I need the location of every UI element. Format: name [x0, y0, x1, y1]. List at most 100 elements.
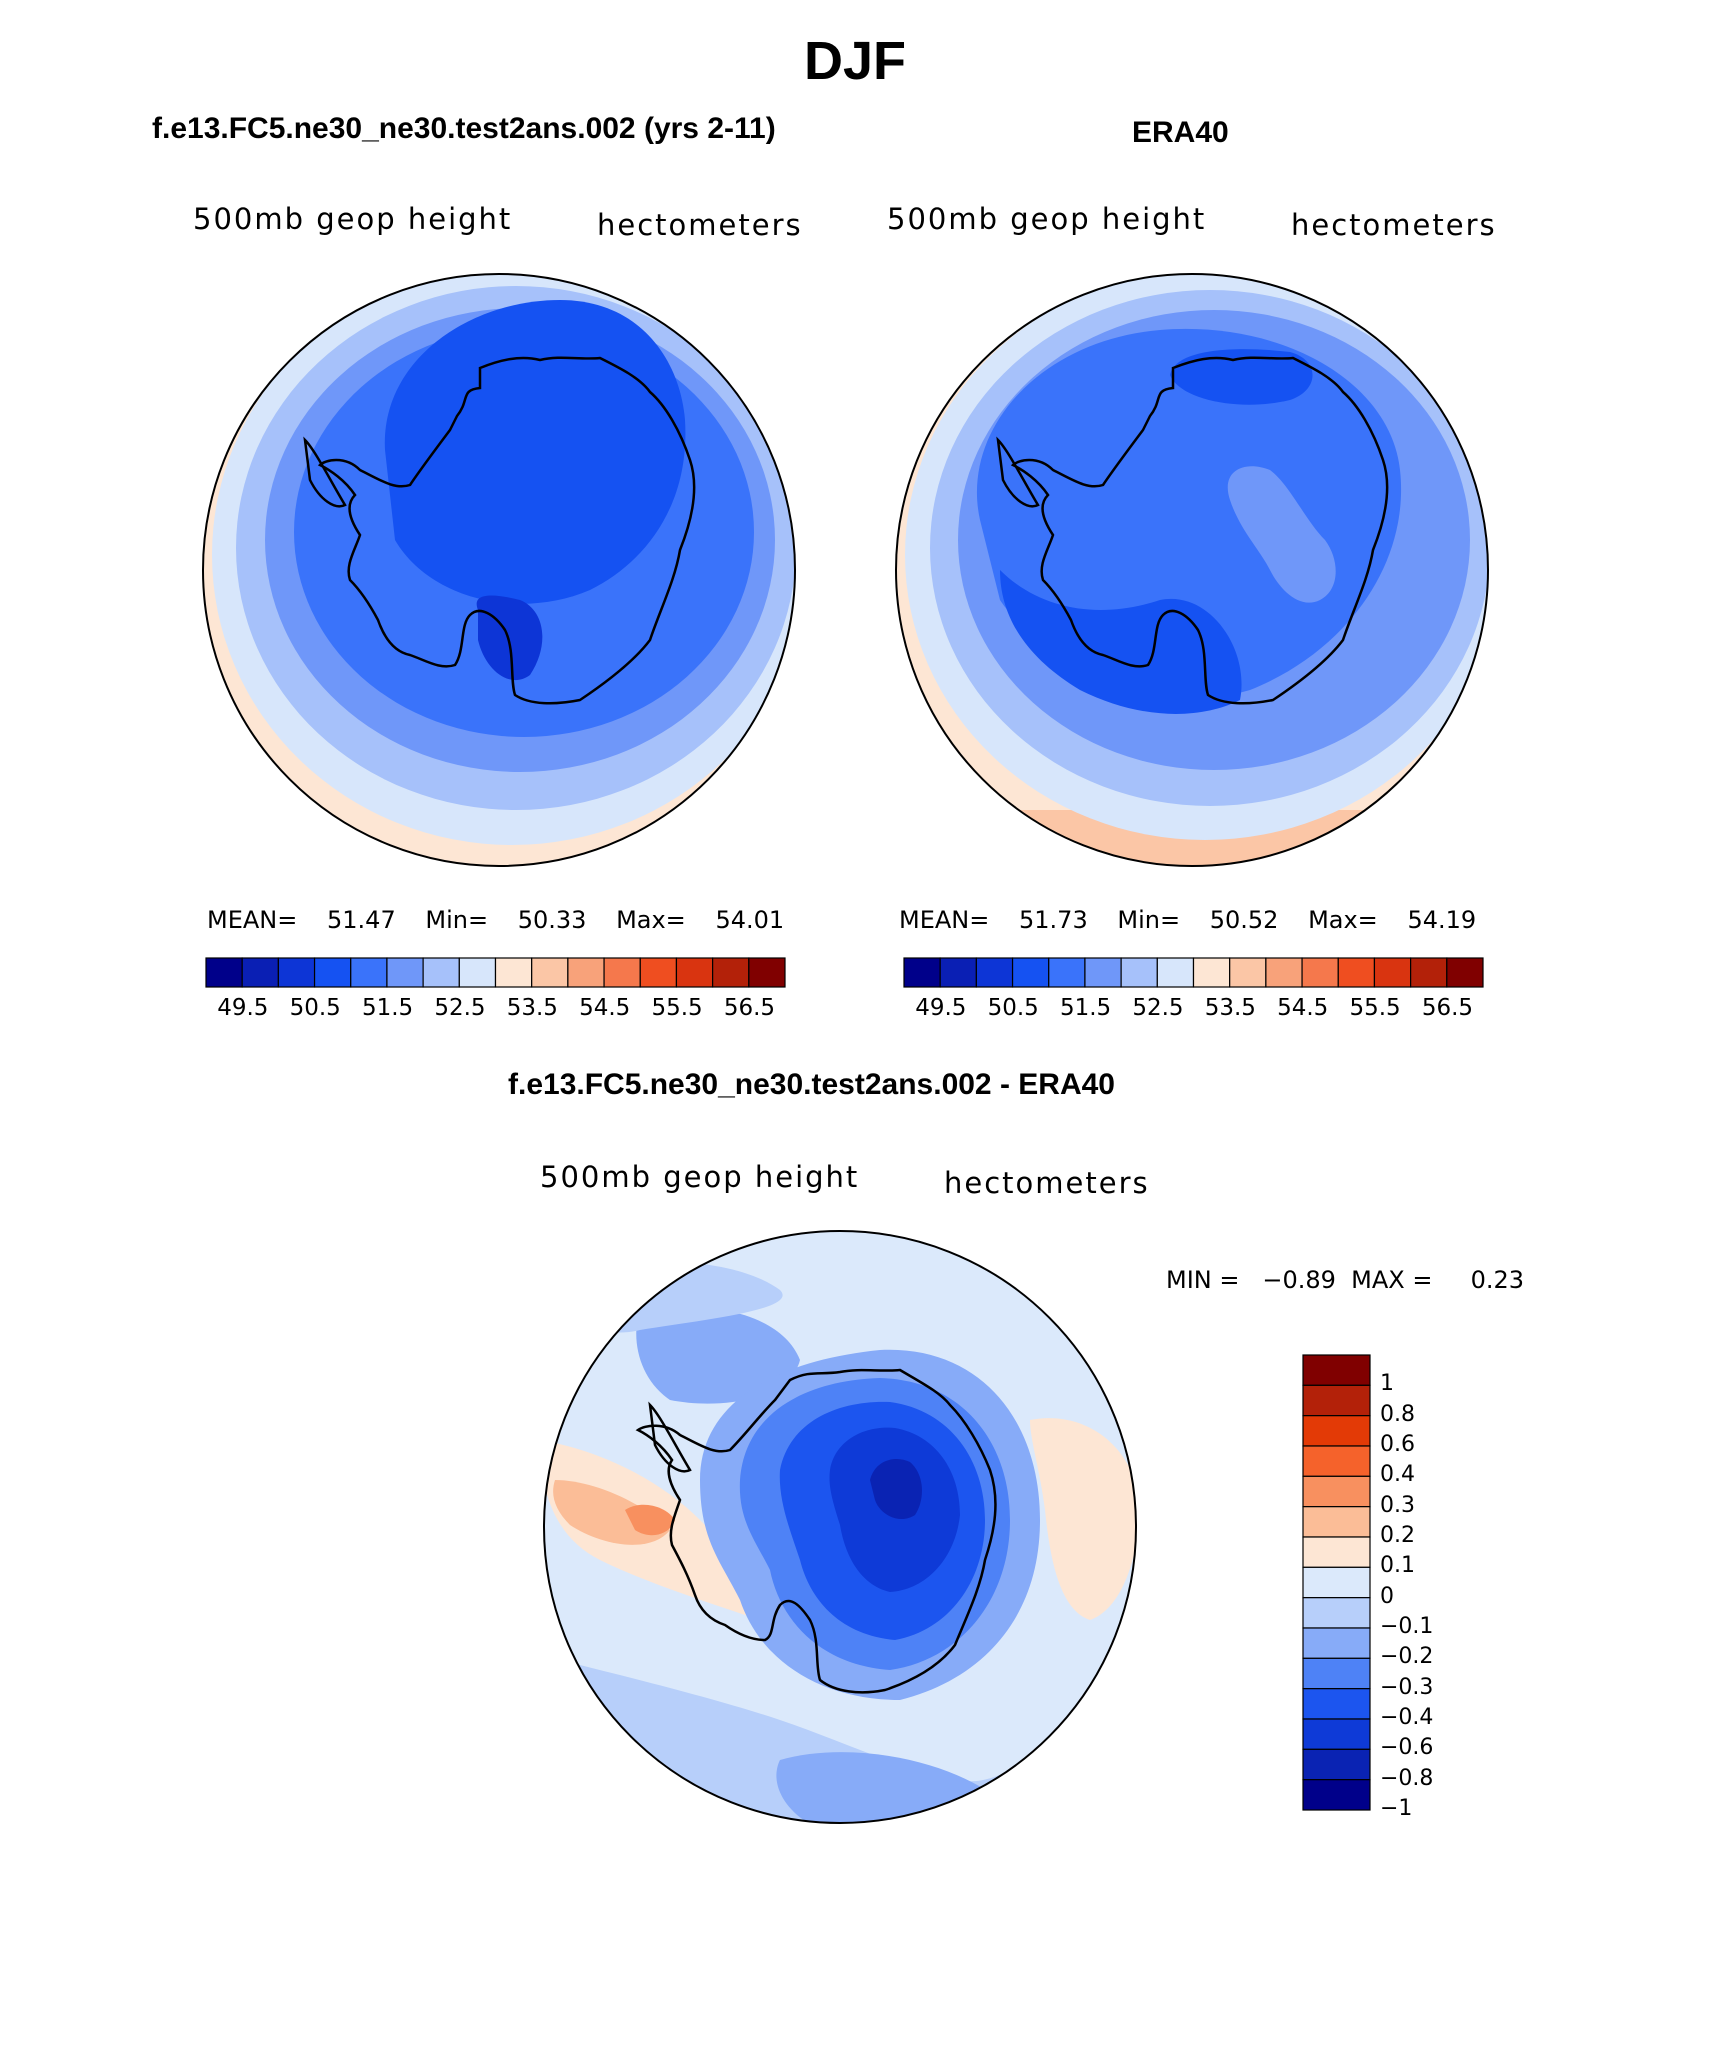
- diff-colorbar-swatch-6: [1302, 1536, 1371, 1568]
- diff-band-pos03-west: [625, 1504, 675, 1536]
- diff-colorbar-swatch-3: [1302, 1445, 1371, 1477]
- diff-colorbar-swatch-13: [1302, 1748, 1371, 1781]
- right-colorbar-swatch-1: [939, 957, 977, 988]
- left-max-value: 54.01: [715, 906, 785, 934]
- right-colorbar-tick-label: 55.5: [1349, 995, 1401, 1021]
- right-colorbar-swatch-13: [1373, 957, 1412, 988]
- left-colorbar-swatch-5: [386, 957, 424, 988]
- left-colorbar-swatch-1: [241, 957, 279, 988]
- right-colorbar-swatch-4: [1048, 957, 1086, 988]
- diff-band-neg1: [870, 1459, 922, 1520]
- right-colorbar-swatch-6: [1120, 957, 1158, 988]
- left-colorbar-tick-label: 50.5: [289, 995, 341, 1021]
- diff-map: [543, 1230, 1137, 1824]
- diff-colorbar-tick-label: −0.2: [1380, 1644, 1434, 1670]
- right-mean-value: 51.73: [1019, 906, 1088, 934]
- left-colorbar-tick-label: 53.5: [506, 995, 558, 1021]
- left-colorbar-tick-label: 51.5: [361, 995, 414, 1021]
- diff-colorbar-tick-label: −0.6: [1380, 1735, 1434, 1761]
- right-antarctica-coastline: [1010, 356, 1389, 705]
- diff-antarctica-coastline: [635, 1368, 997, 1694]
- right-colorbar-swatch-0: [903, 957, 941, 988]
- right-min-label: Min=: [1117, 906, 1181, 934]
- figure-title: DJF: [803, 31, 906, 91]
- right-peninsula: [996, 436, 1040, 508]
- diff-map-border: [543, 1230, 1137, 1824]
- left-colorbar-swatch-2: [277, 957, 316, 988]
- right-stats: MEAN= 51.73 Min= 50.52 Max= 54.19: [899, 906, 1476, 934]
- right-colorbar-swatch-15: [1446, 957, 1484, 988]
- diff-band-pos01-east: [1030, 1418, 1136, 1620]
- left-colorbar-tick-label: 52.5: [434, 995, 486, 1021]
- diff-colorbar-tick-label: −0.1: [1380, 1613, 1434, 1639]
- left-max-label: Max=: [616, 906, 686, 934]
- diff-colorbar-tick-label: −0.8: [1380, 1765, 1434, 1791]
- right-mean-label: MEAN=: [899, 906, 990, 934]
- right-max-label: Max=: [1308, 906, 1378, 934]
- right-variable-label: 500mb geop height: [887, 202, 1207, 236]
- left-panel-title: f.e13.FC5.ne30_ne30.test2ans.002 (yrs 2-…: [152, 112, 776, 145]
- right-band-51: [976, 328, 1402, 698]
- left-colorbar-tick-label: 54.5: [579, 995, 631, 1021]
- right-band-51-5-interior: [1227, 466, 1336, 603]
- diff-colorbar-tick-label: 0: [1380, 1583, 1394, 1609]
- right-colorbar-swatch-2: [975, 957, 1014, 988]
- right-map-border: [895, 273, 1489, 867]
- right-colorbar-swatch-8: [1192, 957, 1231, 988]
- diff-colorbar-tick-label: 0.1: [1380, 1553, 1415, 1579]
- right-colorbar-tick-label: 49.5: [915, 995, 967, 1021]
- diff-minmax: MIN = −0.89 MAX = 0.23: [1166, 1266, 1525, 1294]
- left-colorbar-swatch-3: [313, 957, 352, 988]
- left-map-border: [202, 273, 796, 867]
- diff-colorbar-swatch-2: [1302, 1415, 1371, 1447]
- left-colorbar-swatch-14: [712, 957, 750, 988]
- right-colorbar-tick-label: 56.5: [1421, 995, 1474, 1021]
- diff-colorbar-tick-label: 0.6: [1380, 1431, 1415, 1457]
- right-colorbar-swatch-12: [1337, 957, 1376, 988]
- right-band-50-5-north: [1170, 349, 1313, 405]
- left-units-label: hectometers: [597, 208, 803, 242]
- diff-colorbar-swatch-10: [1302, 1657, 1371, 1690]
- right-colorbar-tick-label: 52.5: [1132, 995, 1184, 1021]
- right-colorbar-swatch-14: [1410, 957, 1448, 988]
- left-peninsula: [303, 436, 347, 508]
- left-antarctica-coastline: [317, 356, 696, 705]
- diff-colorbar-tick-label: 0.8: [1380, 1401, 1415, 1427]
- diff-band-neg03-north: [636, 1306, 800, 1404]
- diff-colorbar-swatch-12: [1302, 1718, 1371, 1750]
- left-colorbar-swatch-12: [639, 957, 678, 988]
- right-min-value: 50.52: [1209, 906, 1279, 934]
- left-colorbar-swatch-10: [567, 957, 605, 988]
- left-colorbar-swatch-7: [458, 957, 497, 988]
- right-colorbar-tick-label: 51.5: [1059, 995, 1112, 1021]
- diff-colorbar-tick-label: 1: [1380, 1371, 1394, 1397]
- right-colorbar-tick-label: 50.5: [987, 995, 1039, 1021]
- right-colorbar-tick-label: 53.5: [1204, 995, 1256, 1021]
- diff-colorbar-swatch-4: [1302, 1475, 1371, 1508]
- diff-units-label: hectometers: [944, 1166, 1150, 1200]
- diff-colorbar-tick-label: −0.4: [1380, 1704, 1434, 1730]
- left-colorbar-swatch-11: [603, 957, 641, 988]
- diff-colorbar-tick-label: −1: [1380, 1795, 1413, 1821]
- right-colorbar-swatch-5: [1084, 957, 1122, 988]
- diff-colorbar-tick-label: 0.4: [1380, 1462, 1415, 1488]
- left-min-label: Min=: [425, 906, 489, 934]
- right-colorbar-swatch-11: [1301, 957, 1339, 988]
- left-colorbar-swatch-6: [422, 957, 460, 988]
- right-band-50-5-south: [1000, 570, 1242, 714]
- diff-colorbar-tick-label: 0.3: [1380, 1492, 1415, 1518]
- diff-colorbar-swatch-9: [1302, 1627, 1371, 1659]
- diff-colorbar-swatch-5: [1302, 1506, 1371, 1538]
- right-colorbar-swatch-10: [1265, 957, 1303, 988]
- left-map: [202, 273, 796, 867]
- left-mean-value: 51.47: [327, 906, 396, 934]
- left-colorbar-swatch-4: [350, 957, 388, 988]
- diff-peninsula: [648, 1401, 692, 1473]
- diff-colorbar-swatch-7: [1302, 1566, 1371, 1599]
- diff-panel-title: f.e13.FC5.ne30_ne30.test2ans.002 - ERA40: [508, 1068, 1115, 1101]
- right-panel-title: ERA40: [1132, 116, 1229, 149]
- right-max-value: 54.19: [1407, 906, 1477, 934]
- left-colorbar-swatch-15: [748, 957, 786, 988]
- left-colorbar: [205, 957, 786, 988]
